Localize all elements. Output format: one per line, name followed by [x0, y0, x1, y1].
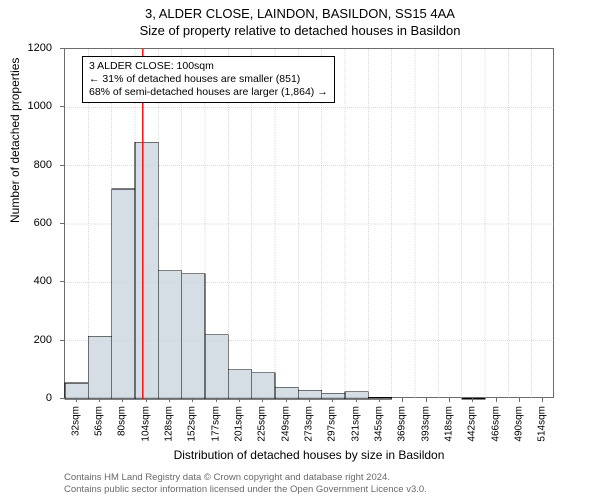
credits: Contains HM Land Registry data © Crown c…: [64, 472, 554, 496]
info-box: 3 ALDER CLOSE: 100sqm ← 31% of detached …: [82, 56, 335, 103]
title-address: 3, ALDER CLOSE, LAINDON, BASILDON, SS15 …: [0, 6, 600, 21]
x-axis-label: Distribution of detached houses by size …: [64, 448, 554, 462]
histogram-bar: [228, 370, 251, 399]
x-tick-label: 514sqm: [537, 406, 548, 442]
y-tick-label: 1000: [28, 100, 52, 112]
x-tick-label: 249sqm: [280, 406, 291, 442]
y-tick-label: 800: [34, 159, 52, 171]
x-tick-label: 201sqm: [234, 406, 245, 442]
histogram-bar: [88, 336, 111, 399]
histogram-bar: [275, 387, 298, 399]
histogram-bar: [205, 335, 228, 399]
y-ticks: 020040060080010001200: [0, 48, 60, 398]
histogram-bar: [462, 398, 485, 399]
histogram-bar: [158, 271, 181, 399]
x-tick-label: 104sqm: [140, 406, 151, 442]
info-line3: 68% of semi-detached houses are larger (…: [89, 86, 328, 99]
x-tick-label: 466sqm: [490, 406, 501, 442]
histogram-bar: [252, 373, 275, 399]
info-line2: ← 31% of detached houses are smaller (85…: [89, 73, 328, 86]
y-tick-label: 0: [46, 392, 52, 404]
x-tick-label: 393sqm: [420, 406, 431, 442]
x-tick-label: 56sqm: [94, 406, 105, 436]
x-tick-label: 369sqm: [397, 406, 408, 442]
x-tick-label: 225sqm: [257, 406, 268, 442]
histogram-bar: [345, 392, 368, 399]
x-tick-label: 321sqm: [350, 406, 361, 442]
x-tick-label: 273sqm: [304, 406, 315, 442]
x-tick-label: 345sqm: [374, 406, 385, 442]
x-tick-label: 442sqm: [467, 406, 478, 442]
x-tick-label: 80sqm: [117, 406, 128, 436]
histogram-bar: [298, 390, 321, 399]
x-tick-label: 297sqm: [327, 406, 338, 442]
credit-line1: Contains HM Land Registry data © Crown c…: [64, 472, 554, 484]
x-tick-label: 177sqm: [210, 406, 221, 442]
y-tick-label: 1200: [28, 42, 52, 54]
x-tick-label: 490sqm: [514, 406, 525, 442]
title-subtitle: Size of property relative to detached ho…: [0, 23, 600, 38]
y-tick-label: 600: [34, 217, 52, 229]
histogram-bar: [112, 189, 135, 399]
x-tick-label: 418sqm: [444, 406, 455, 442]
x-tick-label: 152sqm: [187, 406, 198, 442]
histogram-bar: [322, 393, 345, 399]
y-tick-label: 200: [34, 334, 52, 346]
histogram-bar: [135, 142, 158, 399]
x-tick-label: 128sqm: [164, 406, 175, 442]
credit-line2: Contains public sector information licen…: [64, 484, 554, 496]
histogram-bar: [65, 383, 88, 399]
title-area: 3, ALDER CLOSE, LAINDON, BASILDON, SS15 …: [0, 0, 600, 38]
y-tick-label: 400: [34, 275, 52, 287]
info-line1: 3 ALDER CLOSE: 100sqm: [89, 60, 328, 73]
chart-container: { "title": { "line1": "3, ALDER CLOSE, L…: [0, 0, 600, 500]
x-tick-label: 32sqm: [70, 406, 81, 436]
histogram-bar: [368, 398, 391, 399]
histogram-bar: [182, 274, 205, 399]
